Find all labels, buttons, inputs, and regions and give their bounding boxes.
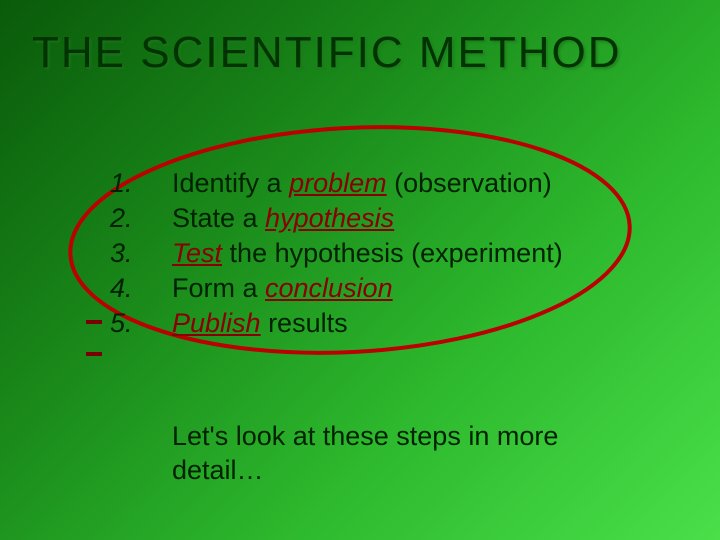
- list-item: 1. Identify a problem (observation): [110, 168, 630, 199]
- text-emphasis: hypothesis: [265, 203, 394, 233]
- text-emphasis: conclusion: [265, 273, 393, 303]
- text-emphasis: Publish: [172, 308, 261, 338]
- list-item: 5. Publish results: [110, 308, 630, 339]
- item-text: Identify a problem (observation): [172, 168, 552, 199]
- item-number: 4.: [110, 273, 172, 304]
- bullet-bar-icon: [86, 352, 102, 356]
- item-number: 5.: [110, 308, 172, 339]
- text-emphasis: problem: [289, 168, 387, 198]
- text-post: the hypothesis (experiment): [222, 238, 563, 268]
- list-item: 4. Form a conclusion: [110, 273, 630, 304]
- numbered-list: 1. Identify a problem (observation) 2. S…: [110, 168, 630, 343]
- item-text: Form a conclusion: [172, 273, 393, 304]
- text-post: results: [261, 308, 348, 338]
- item-text: Publish results: [172, 308, 348, 339]
- text-emphasis: Test: [172, 238, 222, 268]
- text-post: (observation): [387, 168, 552, 198]
- slide-title: THE SCIENTIFIC METHOD: [32, 28, 622, 78]
- bullet-bar-icon: [86, 320, 102, 324]
- item-text: State a hypothesis: [172, 203, 394, 234]
- item-number: 1.: [110, 168, 172, 199]
- text-pre: Identify a: [172, 168, 289, 198]
- list-item: 3. Test the hypothesis (experiment): [110, 238, 630, 269]
- list-item: 2. State a hypothesis: [110, 203, 630, 234]
- item-number: 3.: [110, 238, 172, 269]
- item-text: Test the hypothesis (experiment): [172, 238, 563, 269]
- text-pre: Form a: [172, 273, 265, 303]
- footer-text: Let's look at these steps in more detail…: [172, 420, 632, 488]
- text-pre: State a: [172, 203, 265, 233]
- item-number: 2.: [110, 203, 172, 234]
